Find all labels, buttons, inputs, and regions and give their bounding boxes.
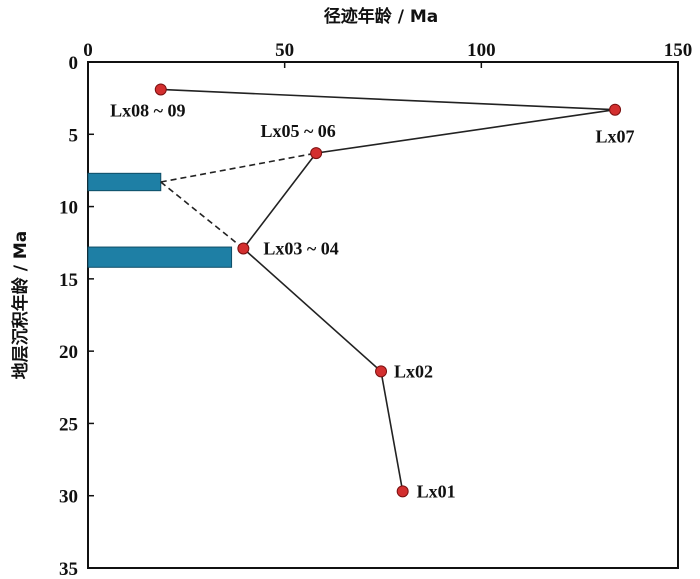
y-tick-label-10: 10 xyxy=(59,198,78,219)
point-label-lx08-09: Lx08 ~ 09 xyxy=(110,100,185,120)
y-tick-label-0: 0 xyxy=(69,53,79,74)
data-point-lx08-09 xyxy=(154,83,167,96)
x-axis-title: 径迹年龄 / Ma xyxy=(324,6,438,27)
bars-layer xyxy=(87,172,233,268)
y-tick-label-5: 5 xyxy=(69,125,79,146)
data-point-lx03-04 xyxy=(237,242,250,255)
y-tick-label-35: 35 xyxy=(59,559,78,579)
data-point-lx02 xyxy=(375,365,388,378)
plot-area-frame xyxy=(87,61,679,569)
y-axis-title: 地层沉积年龄 / Ma xyxy=(10,231,31,379)
x-axis-ticks: 0 50 100 150 xyxy=(83,40,692,68)
bar-1 xyxy=(87,172,162,192)
point-label-lx05-06: Lx05 ~ 06 xyxy=(260,121,335,141)
y-tick-label-15: 15 xyxy=(59,270,78,291)
y-tick-label-20: 20 xyxy=(59,342,78,363)
x-tick-label-50: 50 xyxy=(275,40,294,61)
data-point-lx01 xyxy=(396,485,409,498)
lines-layer xyxy=(160,88,616,492)
dashed-connector-1 xyxy=(160,152,317,183)
y-tick-label-25: 25 xyxy=(59,414,78,435)
point-label-lx03-04: Lx03 ~ 04 xyxy=(263,238,338,258)
y-tick-label-30: 30 xyxy=(59,487,78,508)
y-axis-ticks: 0 5 10 15 20 25 30 35 xyxy=(59,53,94,579)
x-tick-label-150: 150 xyxy=(664,40,693,61)
x-tick-label-0: 0 xyxy=(83,40,93,61)
points-layer xyxy=(154,83,622,498)
bar-2 xyxy=(87,246,233,268)
x-tick-label-100: 100 xyxy=(467,40,496,61)
sample-path-line xyxy=(160,88,616,492)
point-label-lx01: Lx01 xyxy=(417,481,456,501)
point-label-lx02: Lx02 xyxy=(394,361,433,381)
data-point-lx07 xyxy=(609,103,622,116)
dashed-connector-2 xyxy=(160,181,244,250)
data-point-lx05-06 xyxy=(310,147,323,160)
point-label-lx07: Lx07 xyxy=(596,127,635,147)
point-labels-layer: Lx01 Lx02 Lx03 ~ 04 Lx05 ~ 06 Lx07 Lx08 ~ 09 xyxy=(110,100,634,501)
